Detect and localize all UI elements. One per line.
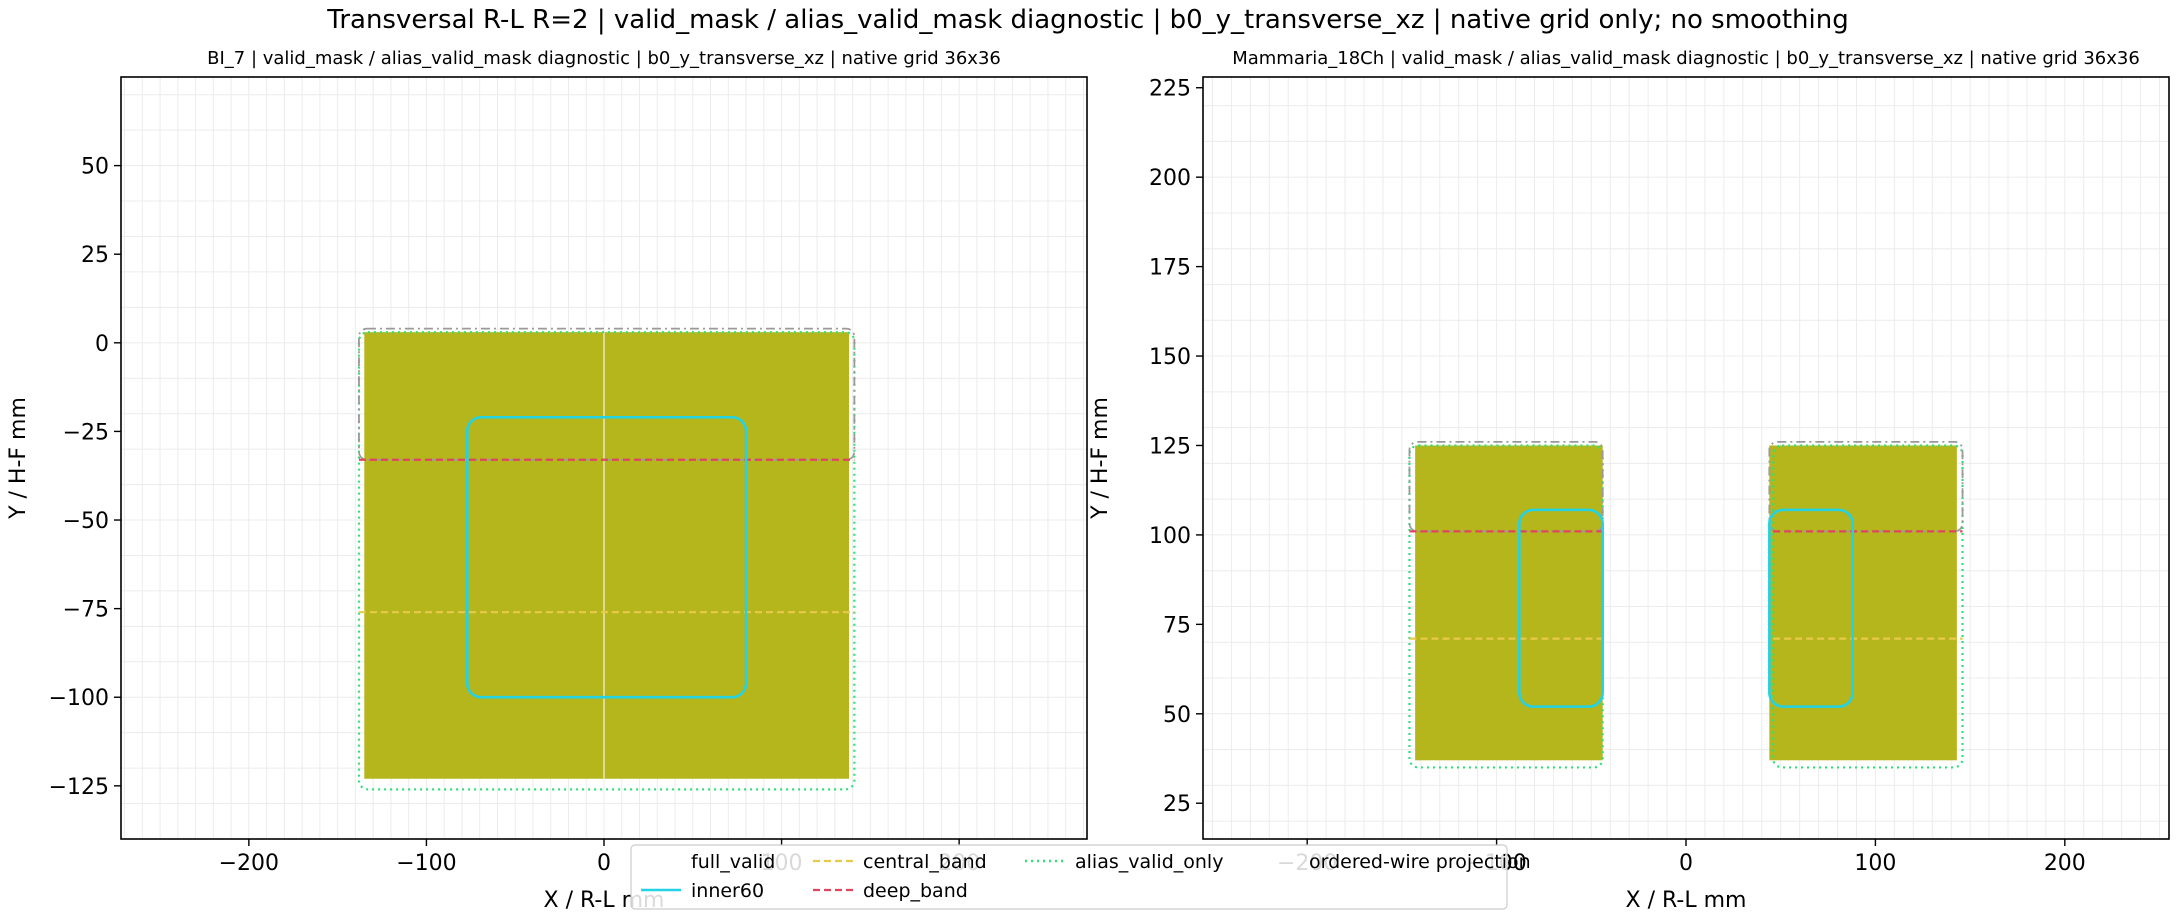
- panel-bi7: BI_7 | valid_mask / alias_valid_mask dia…: [6, 48, 1088, 913]
- alias-valid-only-outline: [1408, 444, 1604, 769]
- panel-title: Mammaria_18Ch | valid_mask / alias_valid…: [1232, 48, 2140, 69]
- y-tick-label: 50: [81, 155, 109, 180]
- y-tick-label: 25: [1163, 792, 1191, 817]
- legend-label-alias_valid_only: alias_valid_only: [1075, 851, 1223, 873]
- y-tick-label: −25: [63, 420, 109, 445]
- alias-valid-only-outline: [357, 331, 856, 791]
- x-tick-label: 100: [1854, 851, 1896, 876]
- y-tick-label: −125: [49, 775, 109, 800]
- full-valid-region: [1415, 445, 1603, 761]
- legend-label-ordered_wire: ordered-wire projection: [1309, 851, 1531, 873]
- x-tick-label: −100: [396, 851, 456, 876]
- full-valid-region: [1769, 445, 1957, 761]
- x-axis-label: X / R-L mm: [1626, 888, 1747, 913]
- y-tick-label: 175: [1149, 256, 1191, 281]
- legend-label-full_valid: full_valid: [691, 851, 775, 873]
- y-tick-label: −100: [49, 686, 109, 711]
- figure-title: Transversal R-L R=2 | valid_mask / alias…: [326, 5, 1848, 35]
- y-tick-label: 25: [81, 243, 109, 268]
- legend-label-deep_band: deep_band: [863, 880, 968, 902]
- inner60-outline: [465, 415, 748, 699]
- y-tick-label: 200: [1149, 166, 1191, 191]
- y-tick-label: 225: [1149, 77, 1191, 102]
- full-valid-region: [364, 332, 850, 779]
- y-tick-label: 75: [1163, 613, 1191, 638]
- panel-mammaria-18ch: Mammaria_18Ch | valid_mask / alias_valid…: [1088, 48, 2170, 913]
- y-tick-label: 100: [1149, 524, 1191, 549]
- inner60-outline: [1518, 508, 1604, 708]
- alias-valid-only-outline: [1772, 444, 1964, 769]
- y-tick-label: −50: [63, 509, 109, 534]
- plot-area: [1203, 77, 2169, 839]
- x-tick-label: 0: [1679, 851, 1693, 876]
- inner60-outline: [1768, 508, 1854, 708]
- legend-label-central_band: central_band: [863, 851, 987, 873]
- panel-title: BI_7 | valid_mask / alias_valid_mask dia…: [207, 48, 1001, 69]
- legend-label-inner60: inner60: [691, 880, 764, 902]
- y-tick-label: 125: [1149, 434, 1191, 459]
- y-axis-label: Y / H-F mm: [1088, 397, 1113, 520]
- y-axis-label: Y / H-F mm: [6, 397, 31, 520]
- x-tick-label: 200: [2044, 851, 2086, 876]
- x-tick-label: 0: [597, 851, 611, 876]
- y-tick-label: −75: [63, 598, 109, 623]
- plot-area: [121, 77, 1087, 839]
- y-tick-label: 50: [1163, 703, 1191, 728]
- y-tick-label: 150: [1149, 345, 1191, 370]
- legend: full_valid inner60 central_band deep_band al…: [630, 844, 1531, 910]
- x-tick-label: −200: [219, 851, 279, 876]
- ordered-wire-outline: [1408, 441, 1604, 533]
- y-tick-label: 0: [95, 332, 109, 357]
